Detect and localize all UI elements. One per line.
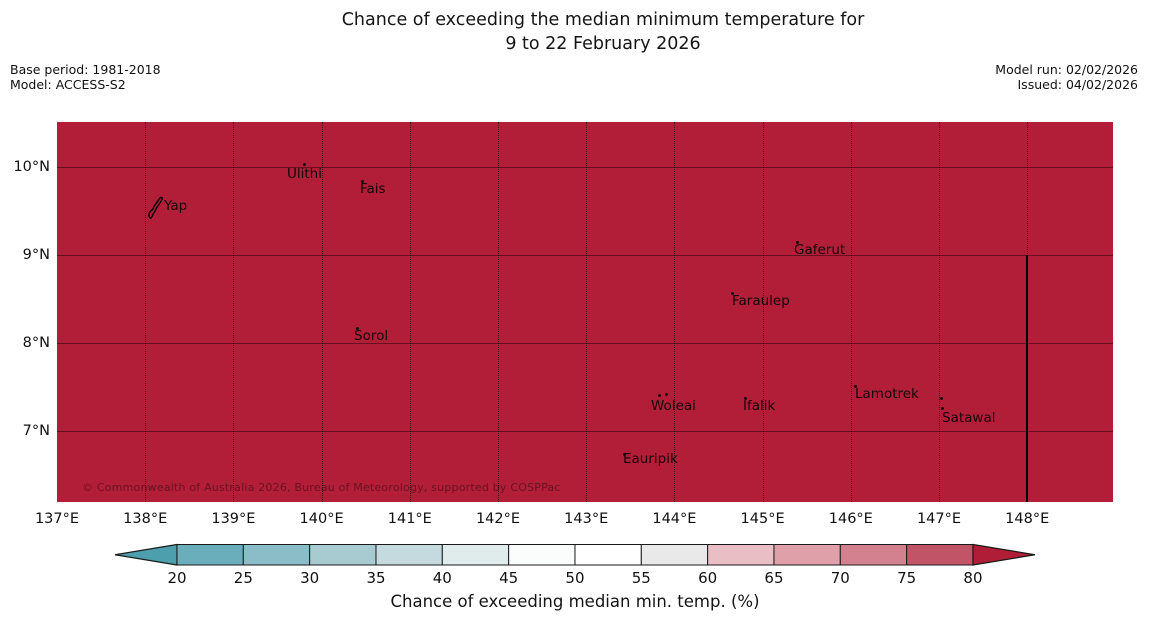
colorbar-segment [375,544,443,566]
atoll-marker [356,327,359,330]
gridline-lat [57,254,1113,256]
lon-tick-label: 148°E [1005,511,1050,527]
gridline-lon [409,122,411,502]
lon-tick-label: 144°E [652,511,697,527]
colorbar-segment [441,544,510,566]
colorbar-segment [574,544,642,566]
lon-tick-label: 146°E [828,511,873,527]
atoll-marker [940,397,943,400]
lon-tick-label: 145°E [740,511,785,527]
colorbar-segment [309,544,377,566]
place-label-fais: Fais [360,181,386,197]
lat-tick-label: 7°N [22,423,50,440]
colorbar-tick-label: 50 [565,569,585,587]
title-line-2: 9 to 22 February 2026 [505,34,701,54]
gridline-lon [850,122,852,502]
place-label-yap: Yap [164,198,188,214]
colorbar-segment [242,544,311,566]
forecast-map: © Commonwealth of Australia 2026, Bureau… [57,122,1113,502]
atoll-marker [303,163,306,166]
lat-tick-label: 10°N [13,158,50,175]
colorbar-tick-label: 55 [631,569,651,587]
gridline-lon [586,122,588,502]
atoll-marker [744,397,747,400]
atoll-marker [361,180,364,183]
colorbar-segment [906,544,974,566]
atoll-marker [623,453,626,456]
place-label-satawal: Satawal [942,410,996,426]
boundary-line-148e [1026,254,1029,502]
colorbar-over-arrow [972,543,1036,566]
gridline-lat [57,431,1113,433]
gridline-lon [145,122,147,502]
base-period-text: Base period: 1981-2018 [10,62,161,77]
colorbar-under-arrow [114,543,178,566]
colorbar-tick-label: 35 [366,569,386,587]
colorbar-tick-label: 25 [233,569,253,587]
colorbar-segment [707,544,775,566]
colorbar-tick-label: 40 [432,569,452,587]
atoll-marker [731,292,734,295]
colorbar-segment [839,544,908,566]
lon-tick-label: 139°E [211,511,256,527]
colorbar-segment [176,544,244,566]
colorbar-tick-label: 60 [698,569,718,587]
place-label-ulithi: Ulithi [287,166,322,182]
gridline-lon [321,122,323,502]
colorbar-segment [640,544,709,566]
lat-tick-label: 9°N [22,246,50,263]
colorbar-tick-label: 20 [167,569,187,587]
place-label-faraulep: Faraulep [732,293,790,309]
atoll-marker [796,241,799,244]
lon-tick-label: 138°E [123,511,168,527]
lon-tick-label: 147°E [916,511,962,527]
place-label-sorol: Sorol [354,328,389,344]
yap-island-shape [148,196,163,219]
copyright-text: © Commonwealth of Australia 2026, Bureau… [82,481,561,494]
place-label-eauripik: Eauripik [623,451,678,467]
colorbar-tick-label: 45 [499,569,519,587]
gridline-lon [762,122,764,502]
lat-tick-label: 8°N [22,335,50,352]
colorbar-segment [508,544,576,566]
gridline-lon [498,122,499,502]
lon-tick-label: 142°E [475,511,521,527]
gridline-lon [233,122,235,502]
meta-right: Model run: 02/02/2026 Issued: 04/02/2026 [995,62,1139,92]
place-label-woleai: Woleai [651,398,696,414]
colorbar-tick-label: 75 [897,569,917,587]
issued-text: Issued: 04/02/2026 [1017,76,1139,92]
colorbar-tick-label: 80 [963,569,983,587]
gridline-lon [939,122,940,502]
meta-left: Base period: 1981-2018 Model: ACCESS-S2 [10,62,161,92]
gridline-lat [57,343,1113,345]
colorbar [114,543,1036,566]
colorbar-tick-label: 70 [830,569,850,587]
gridline-lon [674,122,676,502]
page-title: Chance of exceeding the median minimum t… [56,8,1150,56]
colorbar-tick-label: 65 [764,569,784,587]
model-text: Model: ACCESS-S2 [10,76,126,92]
place-label-gaferut: Gaferut [794,242,846,258]
lon-tick-label: 143°E [564,511,609,527]
atoll-marker [665,393,668,396]
gridline-lat [57,166,1113,168]
atoll-marker [941,407,944,410]
lon-tick-label: 141°E [387,511,432,527]
model-run-text: Model run: 02/02/2026 [995,62,1138,77]
lon-tick-label: 140°E [299,511,344,527]
place-label-ifalik: Ifalik [743,398,776,414]
colorbar-label: Chance of exceeding median min. temp. (%… [390,592,760,611]
lon-tick-label: 137°E [34,511,80,527]
atoll-marker [658,394,661,397]
place-label-lamotrek: Lamotrek [855,386,919,402]
colorbar-tick-label: 30 [300,569,320,587]
atoll-marker [854,385,857,388]
colorbar-segment [773,544,841,566]
title-line-1: Chance of exceeding the median minimum t… [341,10,865,30]
